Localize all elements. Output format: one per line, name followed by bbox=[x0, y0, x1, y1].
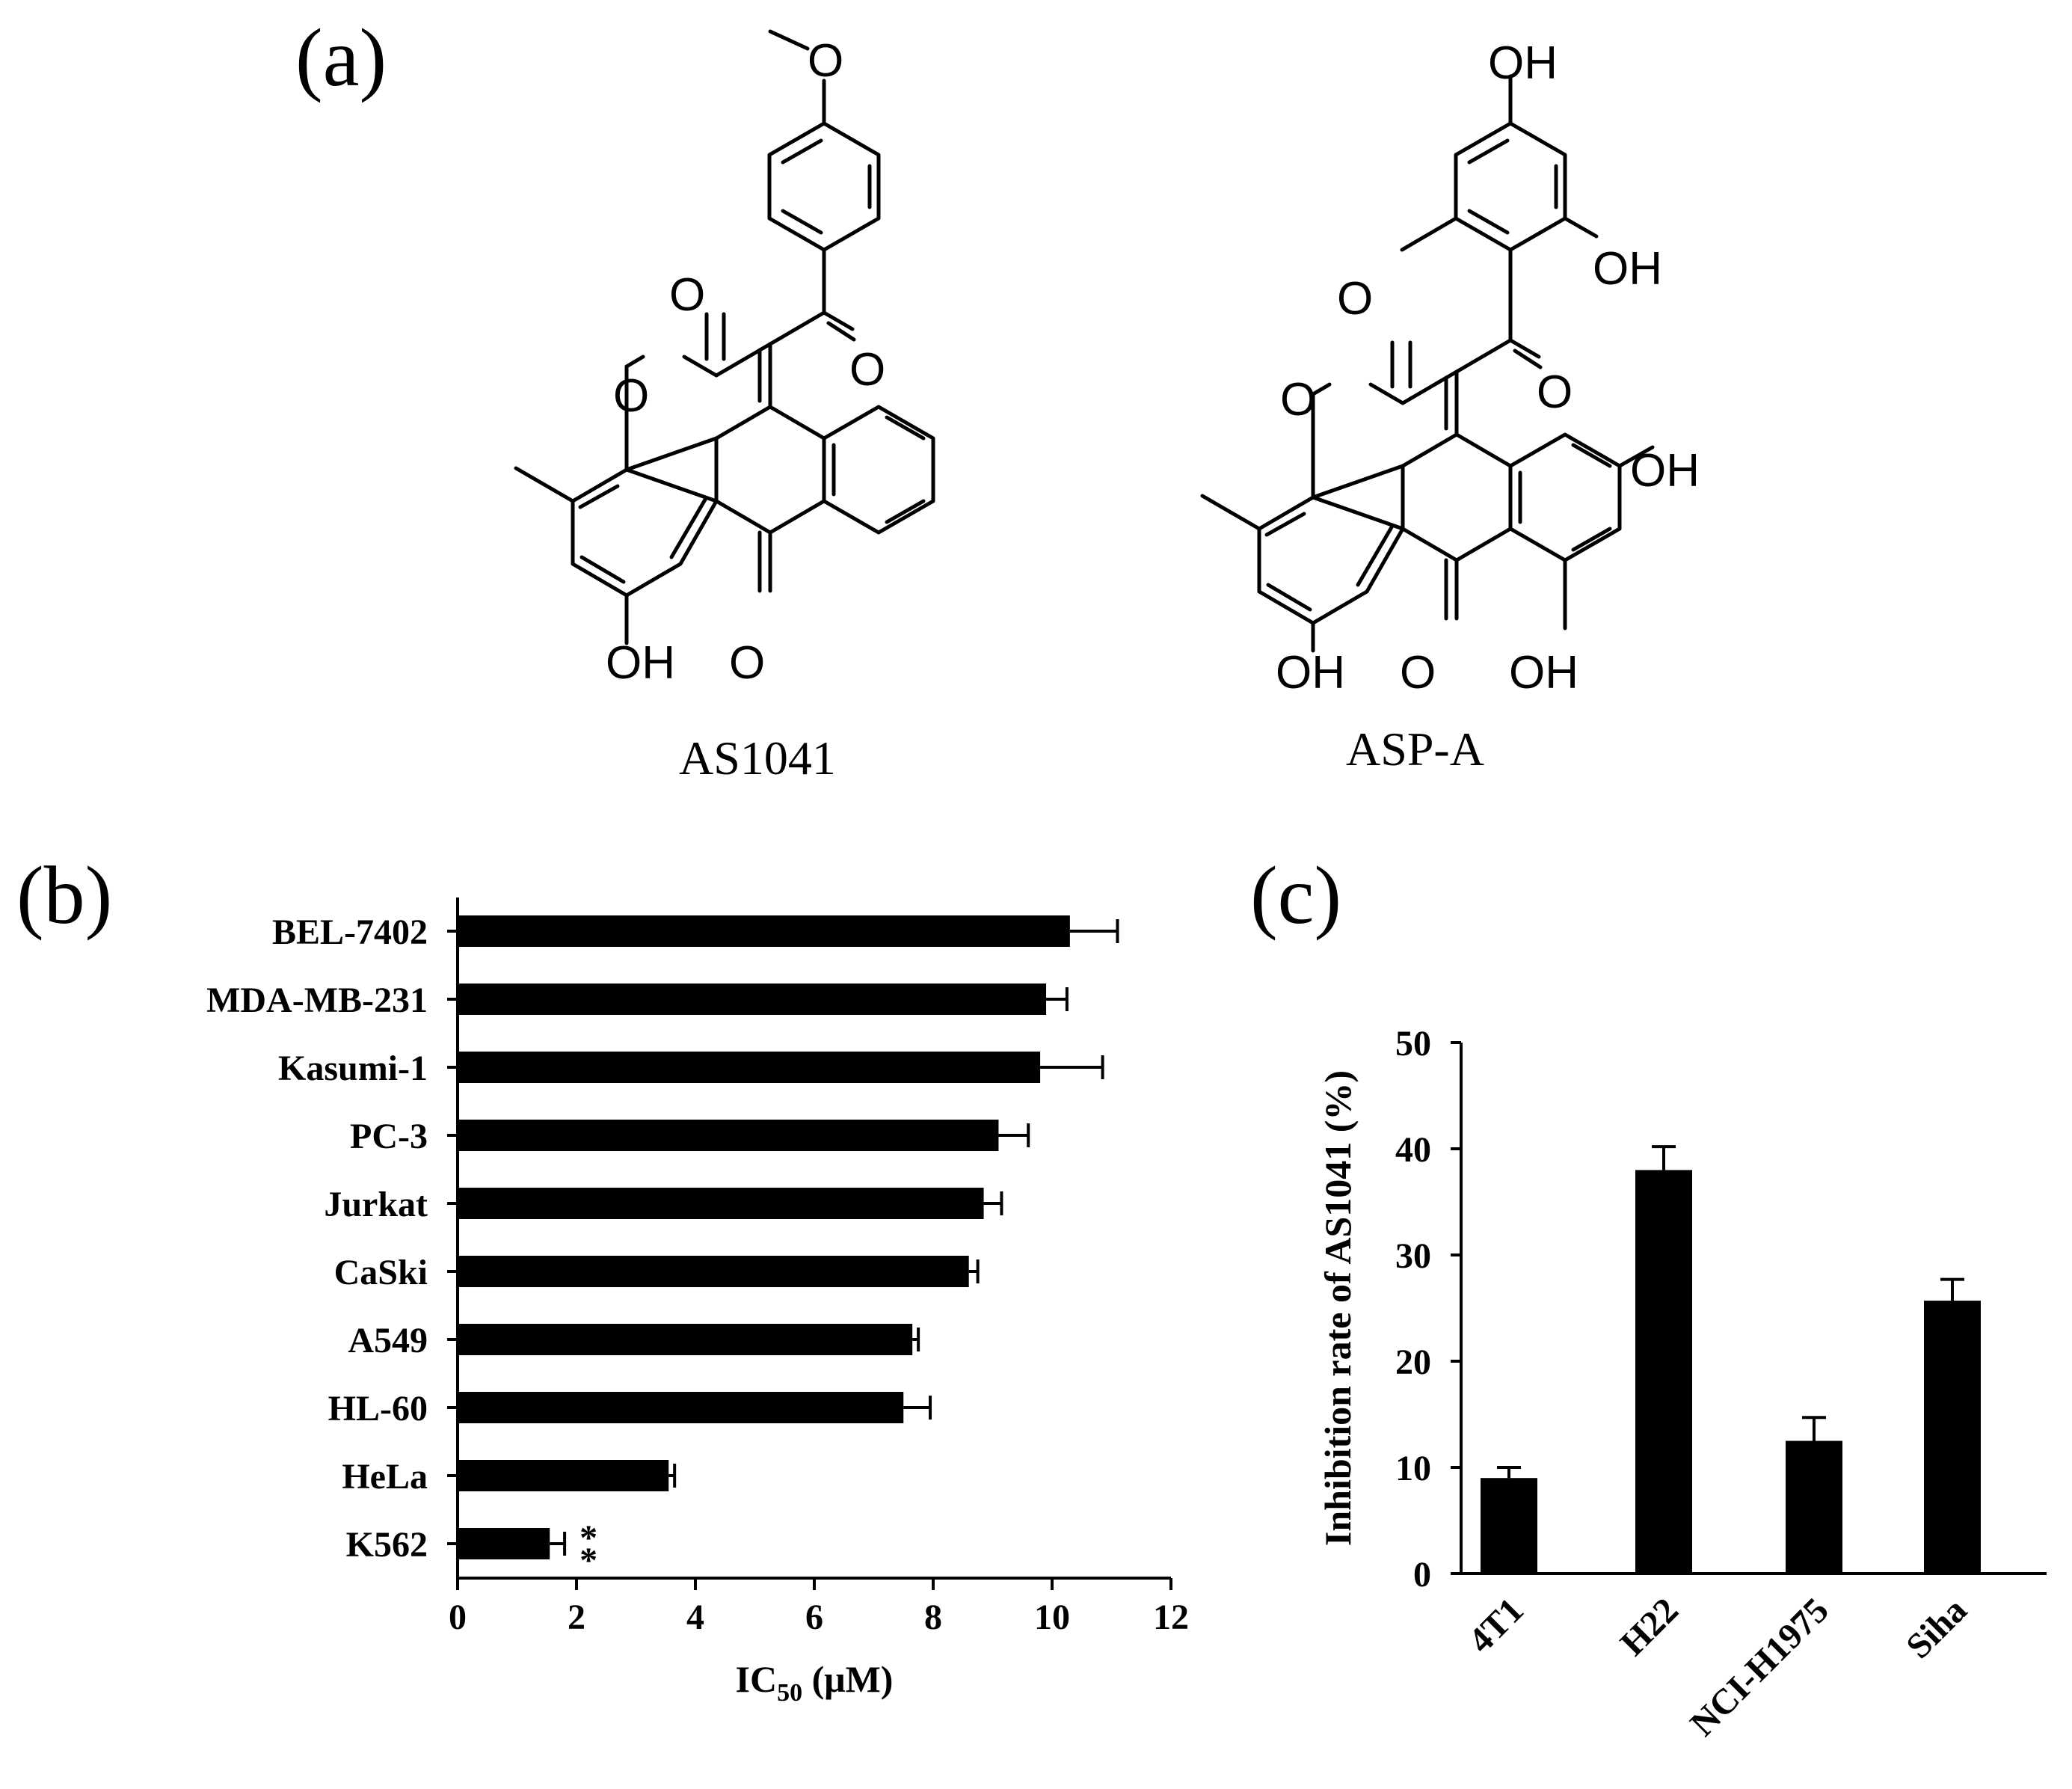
panel-a-label: (a) bbox=[295, 12, 387, 103]
bar-jurkat bbox=[458, 1188, 984, 1219]
asp-a-structure bbox=[1200, 74, 1655, 653]
compound-name-as1041: AS1041 bbox=[679, 731, 836, 785]
bar-siha bbox=[1924, 1301, 1981, 1574]
bar-4t1 bbox=[1481, 1478, 1537, 1574]
asp-a-ketone-o: O bbox=[1537, 366, 1573, 418]
y-tick-label: HeLa bbox=[342, 1457, 428, 1497]
asp-a-top-oh: OH bbox=[1488, 37, 1558, 89]
y-tick-label: K562 bbox=[346, 1525, 428, 1565]
as1041-methoxy-o: O bbox=[808, 35, 843, 87]
x-tick-label: NCI-H1975 bbox=[1682, 1590, 1836, 1743]
y-tick-label: CaSki bbox=[334, 1253, 428, 1292]
bar-hl-60 bbox=[458, 1392, 904, 1423]
bar-mda-mb-231 bbox=[458, 984, 1047, 1015]
atom-labels: O O O O O OH OH OH O O O OH O OH OH bbox=[606, 35, 1700, 699]
compound-name-asp-a: ASP-A bbox=[1346, 722, 1484, 776]
panel-b-label: (b) bbox=[16, 850, 113, 941]
y-tick-label: Kasumi-1 bbox=[278, 1049, 428, 1088]
as1041-lactone-carbonyl-o: O bbox=[669, 269, 705, 321]
y-tick-label: A549 bbox=[348, 1321, 428, 1360]
x-tick-label: 6 bbox=[805, 1598, 823, 1637]
as1041-structure bbox=[514, 29, 935, 645]
as1041-ketone-o: O bbox=[849, 344, 885, 396]
bar-h22 bbox=[1635, 1170, 1692, 1574]
as1041-quinone-o: O bbox=[729, 637, 765, 689]
x-tick-label: 2 bbox=[568, 1598, 585, 1637]
bar-a549 bbox=[458, 1324, 913, 1355]
y-tick-label: 40 bbox=[1395, 1130, 1431, 1170]
asp-a-quinone-o: O bbox=[1400, 647, 1436, 699]
asp-a-bottom-oh: OH bbox=[1509, 647, 1578, 699]
y-tick-label: HL-60 bbox=[328, 1389, 428, 1429]
x-tick-label: 10 bbox=[1034, 1598, 1070, 1637]
x-tick-label: 12 bbox=[1153, 1598, 1189, 1637]
x-tick-label: 0 bbox=[449, 1598, 467, 1637]
panel-c-label: (c) bbox=[1250, 850, 1342, 941]
structures-svg: O O O O O OH OH OH O O O OH O OH OH bbox=[514, 29, 1700, 699]
bar-pc-3 bbox=[458, 1120, 999, 1151]
y-tick-label: 20 bbox=[1395, 1342, 1431, 1382]
y-tick-label: PC-3 bbox=[350, 1117, 428, 1156]
y-tick-label: 50 bbox=[1395, 1024, 1431, 1064]
bar-bel-7402 bbox=[458, 915, 1070, 947]
asp-a-ring-o: O bbox=[1280, 374, 1316, 426]
x-tick-label: 4 bbox=[686, 1598, 704, 1637]
x-tick-label: 8 bbox=[924, 1598, 942, 1637]
x-tick-label: Siha bbox=[1899, 1590, 1975, 1666]
x-axis-label: IC50 (μM) bbox=[736, 1658, 894, 1707]
asp-a-ortho-oh: OH bbox=[1593, 243, 1662, 295]
significance-mark: * bbox=[580, 1518, 597, 1558]
y-tick-label: 0 bbox=[1413, 1555, 1431, 1595]
bar-caski bbox=[458, 1256, 969, 1287]
bar-nci-h1975 bbox=[1786, 1440, 1842, 1574]
y-tick-label: MDA-MB-231 bbox=[206, 981, 428, 1020]
asp-a-left-oh: OH bbox=[1276, 647, 1345, 699]
asp-a-lactone-carbonyl-o: O bbox=[1337, 273, 1373, 325]
y-tick-label: 10 bbox=[1395, 1449, 1431, 1488]
y-tick-label: 30 bbox=[1395, 1236, 1431, 1276]
bar-k562 bbox=[458, 1528, 550, 1559]
x-tick-label: 4T1 bbox=[1461, 1590, 1531, 1660]
as1041-oh: OH bbox=[606, 637, 675, 689]
y-tick-label: Jurkat bbox=[324, 1185, 428, 1224]
significance-mark: * bbox=[580, 1541, 597, 1580]
y-tick-label: BEL-7402 bbox=[272, 912, 428, 952]
bar-hela bbox=[458, 1460, 669, 1491]
x-tick-label: H22 bbox=[1613, 1590, 1686, 1663]
bar-kasumi-1 bbox=[458, 1052, 1041, 1083]
asp-a-right-oh: OH bbox=[1630, 445, 1700, 497]
y-axis-label: Inhibition rate of AS1041 (%) bbox=[1317, 1070, 1359, 1546]
as1041-ring-o: O bbox=[613, 370, 649, 422]
